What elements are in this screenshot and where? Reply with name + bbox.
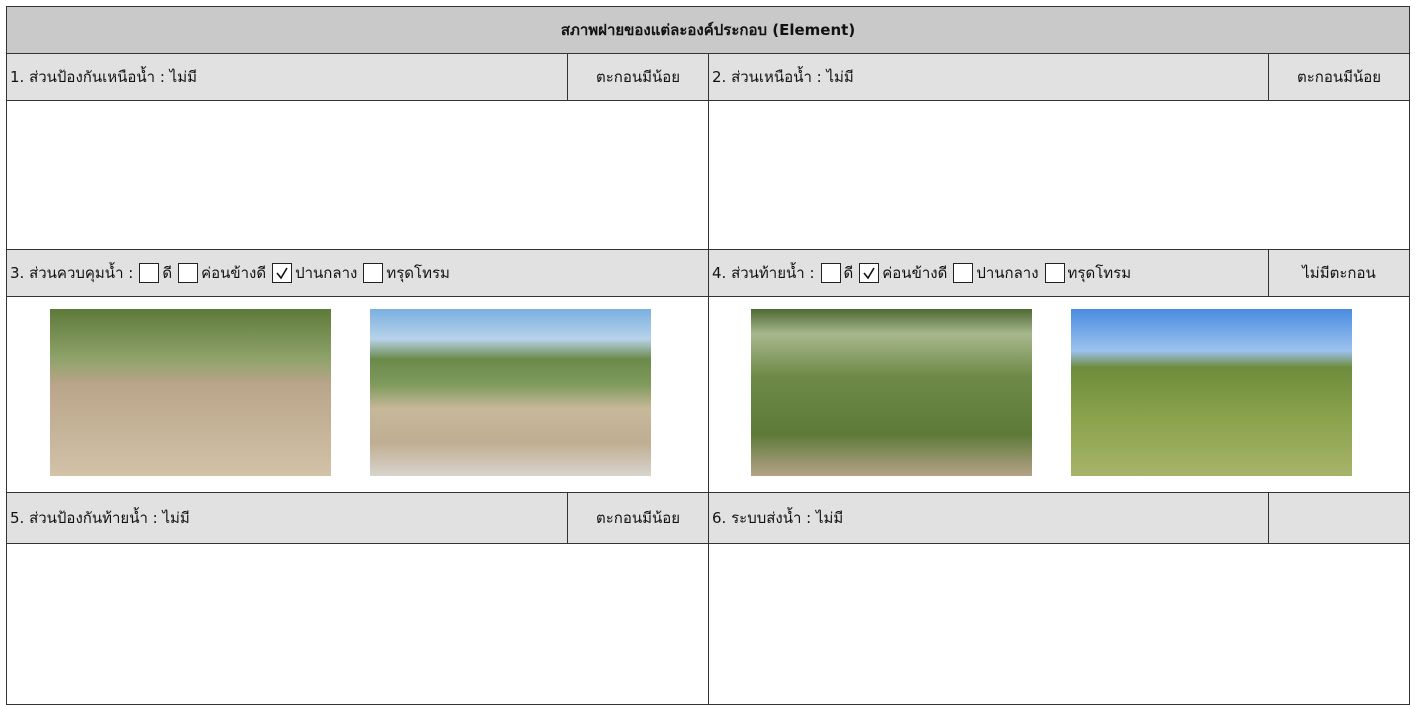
- body-row: [7, 101, 1409, 250]
- checkbox: [139, 263, 160, 283]
- section-label: 6. ระบบส่งน้ำ : ไม่มี: [712, 509, 844, 527]
- photo: [50, 309, 331, 476]
- photo: [370, 309, 651, 476]
- header-row: 1. ส่วนป้องกันเหนือน้ำ : ไม่มี ตะกอนมีน้อ…: [7, 54, 1409, 101]
- check-mark: [863, 267, 875, 280]
- photo-row: [7, 297, 1409, 493]
- section-status: ไม่มีตะกอน: [1268, 250, 1409, 296]
- option-label: ดี: [843, 264, 854, 282]
- photo: [751, 309, 1032, 476]
- section-label: 2. ส่วนเหนือน้ำ : ไม่มี: [712, 68, 854, 86]
- option-label: ดี: [162, 264, 173, 282]
- label-text: 4. ส่วนท้ายน้ำ :: [712, 264, 815, 282]
- section-label: 3. ส่วนควบคุมน้ำ : ดี ค่อนข้างดี ปานกลาง ทรุ…: [7, 250, 708, 296]
- checkbox: [272, 263, 293, 283]
- section-label: 4. ส่วนท้ายน้ำ : ดี ค่อนข้างดี ปานกลาง ทรุดโ…: [709, 250, 1268, 296]
- section-label: 1. ส่วนป้องกันเหนือน้ำ : ไม่มี: [10, 68, 197, 86]
- checkbox: [953, 263, 974, 283]
- body-row: [7, 544, 1409, 705]
- label-text: 3. ส่วนควบคุมน้ำ :: [10, 264, 134, 282]
- section-status: ตะกอนมีน้อย: [1268, 54, 1409, 100]
- photo: [1071, 309, 1352, 476]
- table-title: สภาพฝายของแต่ละองค์ประกอบ (Element): [7, 7, 1409, 54]
- checkbox: [178, 263, 199, 283]
- condition-table: สภาพฝายของแต่ละองค์ประกอบ (Element) 1. ส…: [6, 6, 1410, 705]
- header-row: 3. ส่วนควบคุมน้ำ : ดี ค่อนข้างดี ปานกลาง ทรุ…: [7, 250, 1409, 297]
- checkbox: [363, 263, 384, 283]
- section-status: ตะกอนมีน้อย: [567, 493, 708, 543]
- option-label: ปานกลาง: [976, 264, 1039, 282]
- option-label: ปานกลาง: [295, 264, 358, 282]
- header-row: 5. ส่วนป้องกันท้ายน้ำ : ไม่มี ตะกอนมีน้อย…: [7, 493, 1409, 544]
- section-status: [1268, 493, 1409, 543]
- section-status: ตะกอนมีน้อย: [567, 54, 708, 100]
- option-label: ทรุดโทรม: [386, 264, 450, 282]
- option-label: ค่อนข้างดี: [201, 264, 267, 282]
- check-mark: [276, 267, 288, 280]
- section-label: 5. ส่วนป้องกันท้ายน้ำ : ไม่มี: [10, 509, 190, 527]
- checkbox: [820, 263, 841, 283]
- checkbox: [1044, 263, 1065, 283]
- option-label: ค่อนข้างดี: [882, 264, 948, 282]
- checkbox: [859, 263, 880, 283]
- option-label: ทรุดโทรม: [1067, 264, 1132, 282]
